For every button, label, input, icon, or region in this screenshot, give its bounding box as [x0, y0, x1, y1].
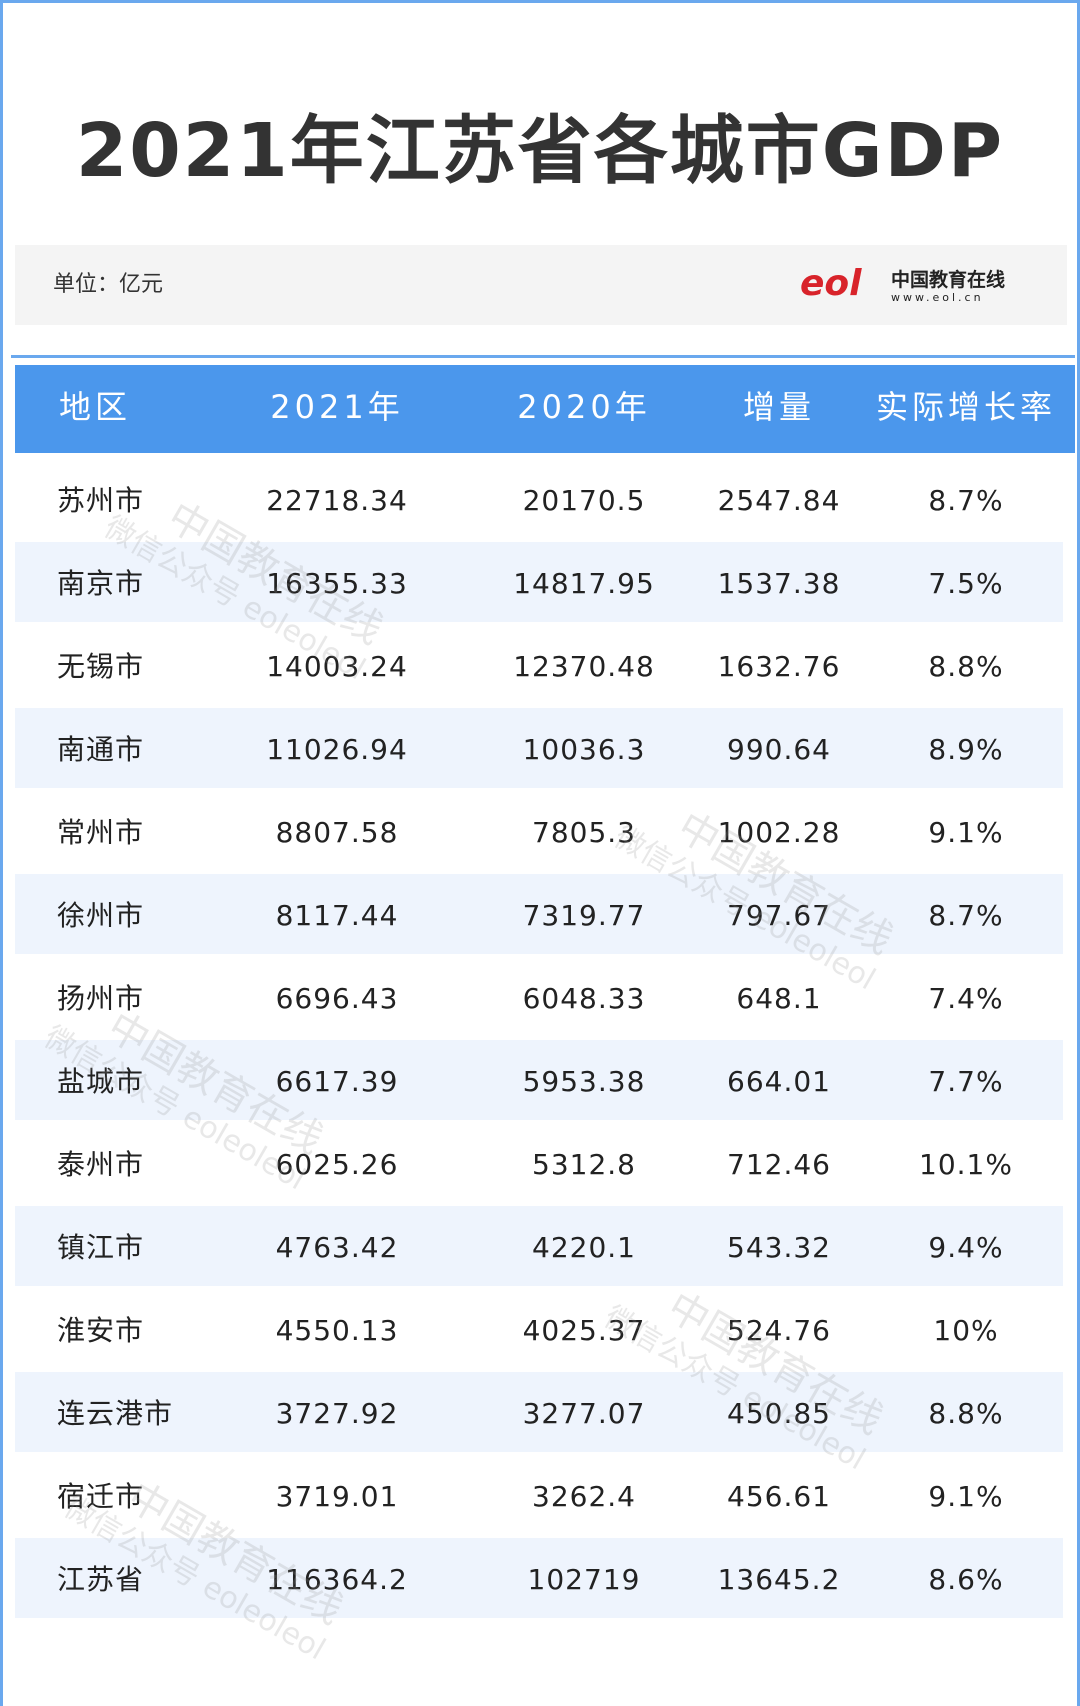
table-row: 扬州市 6696.43 6048.33 648.1 7.4% — [15, 957, 1063, 1037]
cell: 20170.5 — [522, 484, 646, 517]
table-header: 地区 2021年 2020年 增量 实际增长率 — [15, 365, 1075, 453]
table-row: 泰州市 6025.26 5312.8 712.46 10.1% — [15, 1123, 1063, 1203]
region: 连云港市 — [57, 1397, 174, 1430]
region: 镇江市 — [57, 1231, 145, 1264]
cell: 3719.01 — [275, 1480, 399, 1513]
column-header: 地区 — [58, 388, 132, 426]
cell: 10.1% — [919, 1148, 1013, 1181]
cell: 664.01 — [727, 1065, 831, 1098]
region: 江苏省 — [57, 1563, 145, 1596]
cell: 22718.34 — [266, 484, 408, 517]
cell: 7.7% — [928, 1065, 1004, 1098]
cell: 3277.07 — [522, 1397, 646, 1430]
table-row: 徐州市 8117.44 7319.77 797.67 8.7% — [15, 874, 1063, 954]
cell: 8.8% — [928, 650, 1004, 683]
unit: 单位：亿元 — [53, 272, 164, 297]
cell: 524.76 — [727, 1314, 831, 1347]
logo-url: www.eol.cn — [891, 291, 984, 304]
cell: 10% — [933, 1314, 999, 1347]
table-row: 江苏省 116364.2 102719 13645.2 8.6% — [15, 1538, 1063, 1618]
unit-bar: 单位：亿元 eol 中国教育在线 www.eol.cn — [15, 245, 1067, 325]
cell: 9.4% — [928, 1231, 1004, 1264]
region: 常州市 — [57, 816, 145, 849]
cell: 7.4% — [928, 982, 1004, 1015]
cell: 6696.43 — [275, 982, 399, 1015]
cell: 13645.2 — [717, 1563, 841, 1596]
cell: 116364.2 — [266, 1563, 408, 1596]
cell: 543.32 — [727, 1231, 831, 1264]
cell: 11026.94 — [266, 733, 408, 766]
cell: 8.7% — [928, 899, 1004, 932]
cell: 6048.33 — [522, 982, 646, 1015]
table-row: 镇江市 4763.42 4220.1 543.32 9.4% — [15, 1206, 1063, 1286]
table-row: 无锡市 14003.24 12370.48 1632.76 8.8% — [15, 625, 1063, 705]
cell: 712.46 — [727, 1148, 831, 1181]
column-header: 2020年 — [517, 388, 651, 426]
table-row: 淮安市 4550.13 4025.37 524.76 10% — [15, 1289, 1063, 1369]
cell: 8.9% — [928, 733, 1004, 766]
cell: 14817.95 — [513, 567, 655, 600]
region: 南京市 — [57, 567, 145, 600]
cell: 5312.8 — [532, 1148, 636, 1181]
column-header: 2021年 — [270, 388, 404, 426]
cell: 7.5% — [928, 567, 1004, 600]
cell: 9.1% — [928, 1480, 1004, 1513]
table-row: 宿迁市 3719.01 3262.4 456.61 9.1% — [15, 1455, 1063, 1535]
region: 无锡市 — [57, 650, 145, 683]
region: 泰州市 — [57, 1148, 145, 1181]
region: 苏州市 — [57, 484, 145, 517]
cell: 5953.38 — [522, 1065, 646, 1098]
logo-mark: eol — [800, 263, 862, 304]
table-row: 南京市 16355.33 14817.95 1537.38 7.5% — [15, 542, 1063, 622]
cell: 102719 — [527, 1563, 641, 1596]
cell: 12370.48 — [513, 650, 655, 683]
cell: 1632.76 — [717, 650, 841, 683]
region: 宿迁市 — [57, 1480, 145, 1513]
cell: 8.7% — [928, 484, 1004, 517]
cell: 7319.77 — [522, 899, 646, 932]
table-row: 常州市 8807.58 7805.3 1002.28 9.1% — [15, 791, 1063, 871]
cell: 8.6% — [928, 1563, 1004, 1596]
column-header: 增量 — [742, 388, 816, 426]
cell: 14003.24 — [266, 650, 408, 683]
cell: 7805.3 — [532, 816, 636, 849]
cell: 3262.4 — [532, 1480, 636, 1513]
cell: 8117.44 — [275, 899, 399, 932]
cell: 2547.84 — [717, 484, 841, 517]
region: 南通市 — [57, 733, 145, 766]
cell: 9.1% — [928, 816, 1004, 849]
cell: 16355.33 — [266, 567, 408, 600]
region: 徐州市 — [57, 899, 145, 932]
table-row: 苏州市 22718.34 20170.5 2547.84 8.7% — [15, 459, 1063, 539]
cell: 4025.37 — [522, 1314, 646, 1347]
cell: 4763.42 — [275, 1231, 399, 1264]
cell: 8807.58 — [275, 816, 399, 849]
divider — [11, 355, 1075, 358]
table-row: 南通市 11026.94 10036.3 990.64 8.9% — [15, 708, 1063, 788]
table-row: 连云港市 3727.92 3277.07 450.85 8.8% — [15, 1372, 1063, 1452]
column-header: 实际增长率 — [875, 388, 1057, 426]
cell: 648.1 — [736, 982, 822, 1015]
region: 盐城市 — [57, 1065, 145, 1098]
logo-name: 中国教育在线 — [891, 269, 1006, 291]
region: 扬州市 — [57, 982, 145, 1015]
cell: 6025.26 — [275, 1148, 399, 1181]
cell: 4220.1 — [532, 1231, 636, 1264]
cell: 456.61 — [727, 1480, 831, 1513]
title: 2021年江苏省各城市GDP — [75, 108, 1005, 194]
table-row: 盐城市 6617.39 5953.38 664.01 7.7% — [15, 1040, 1063, 1120]
cell: 990.64 — [727, 733, 831, 766]
cell: 6617.39 — [275, 1065, 399, 1098]
cell: 797.67 — [727, 899, 831, 932]
cell: 8.8% — [928, 1397, 1004, 1430]
cell: 3727.92 — [275, 1397, 399, 1430]
cell: 1002.28 — [717, 816, 841, 849]
cell: 450.85 — [727, 1397, 831, 1430]
cell: 10036.3 — [522, 733, 646, 766]
region: 淮安市 — [57, 1314, 145, 1347]
cell: 1537.38 — [717, 567, 841, 600]
cell: 4550.13 — [275, 1314, 399, 1347]
